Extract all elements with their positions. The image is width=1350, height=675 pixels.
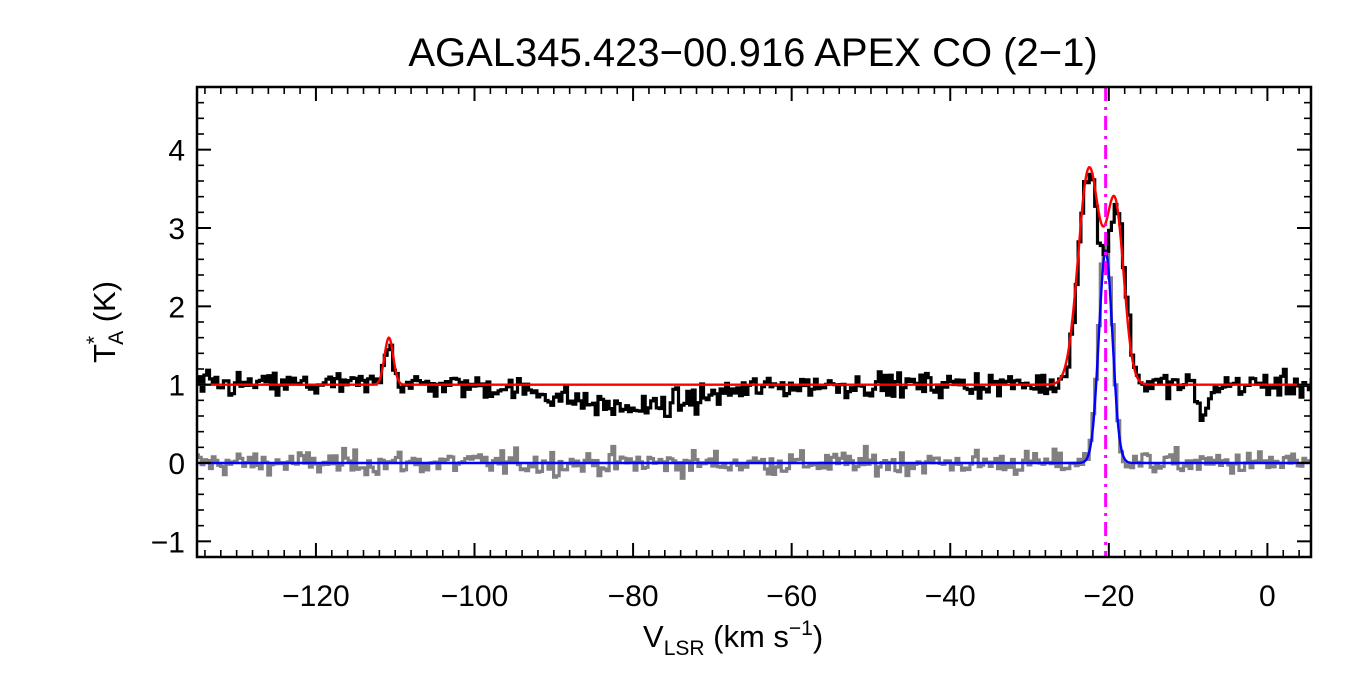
x-tick-label: 0 xyxy=(1259,580,1276,613)
x-axis-label: VLSR (km s−1) xyxy=(643,617,823,660)
plot-frame xyxy=(195,85,1313,559)
x-tick-label: −80 xyxy=(608,580,659,613)
x-tick-labels: −120 −100 −80 −60 −40 −20 0 xyxy=(282,580,1276,613)
x-axis-label-sub: LSR xyxy=(664,637,705,660)
y-tick-label: 1 xyxy=(168,370,185,403)
y-axis-label-sub: A xyxy=(105,331,128,345)
plot-clip-group xyxy=(197,87,1311,557)
x-tick-label: −100 xyxy=(441,580,509,613)
x-axis-label-main: V xyxy=(643,619,664,654)
series-gaussian-component xyxy=(197,248,1311,465)
y-tick-labels: −1 0 1 2 3 4 xyxy=(151,135,185,560)
plot-area xyxy=(195,85,1313,559)
y-axis-label: T*A (K) xyxy=(83,281,128,363)
chart-title: AGAL345.423−00.916 APEX CO (2−1) xyxy=(408,31,1097,75)
series-total-fit xyxy=(197,166,1311,386)
y-tick-label: 3 xyxy=(168,213,185,246)
x-axis-label-sup: −1 xyxy=(789,617,813,640)
x-tick-label: −20 xyxy=(1083,580,1134,613)
x-tick-label: −120 xyxy=(282,580,350,613)
y-tick-label: 2 xyxy=(168,291,185,324)
y-tick-label: 4 xyxy=(168,135,185,168)
y-tick-label: −1 xyxy=(151,526,185,559)
x-tick-label: −40 xyxy=(925,580,976,613)
y-tick-label: 0 xyxy=(168,448,185,481)
x-axis-label-unit: (km s xyxy=(705,619,789,654)
y-axis-label-main: T xyxy=(87,344,122,363)
x-axis-label-close: ) xyxy=(813,619,823,654)
axis-ticks xyxy=(197,87,1311,558)
x-tick-label: −60 xyxy=(766,580,817,613)
y-axis-label-unit: (K) xyxy=(87,281,122,331)
series-residual-spectrum xyxy=(197,241,1311,480)
y-axis-label-sup: * xyxy=(83,336,106,344)
